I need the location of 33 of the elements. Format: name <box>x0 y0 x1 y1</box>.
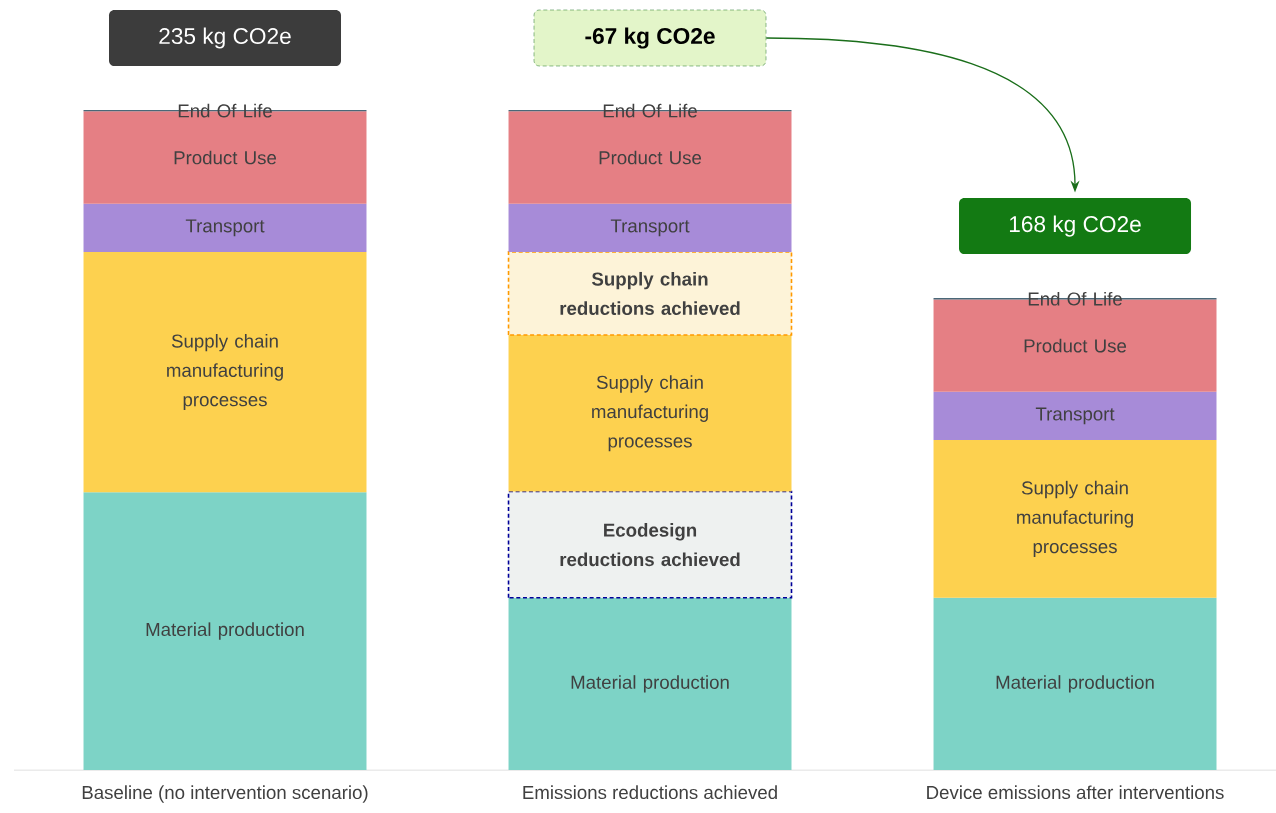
bar <box>507 490 793 599</box>
total-label: -67 kg CO2e <box>585 27 715 49</box>
series-label: Ecodesign reductions achieved <box>560 523 740 567</box>
text: Material production <box>571 675 729 693</box>
x-tick-label: Device emissions after interventions <box>927 785 1224 800</box>
bar <box>507 251 793 336</box>
x-tick-label: Emissions reductions achieved <box>523 785 777 800</box>
bar <box>933 597 1217 770</box>
text: End Of Life <box>178 103 272 118</box>
text: Supply chain manufacturing processes <box>1017 480 1133 557</box>
x-tick-label: Baseline (no intervention scenario) <box>82 785 368 803</box>
series-label: Material production <box>996 675 1154 693</box>
bar <box>83 251 367 493</box>
text: Material production <box>146 622 304 640</box>
text: Product Use <box>174 150 277 165</box>
series-label: Supply chain manufacturing processes <box>592 375 708 452</box>
text: Transport <box>185 219 265 237</box>
bar <box>933 391 1217 440</box>
text: End Of Life <box>603 103 697 118</box>
bar <box>83 203 367 252</box>
bar <box>508 203 792 252</box>
bar <box>83 492 367 770</box>
series-label: Product Use <box>1024 338 1127 353</box>
series-label: Supply chain reductions achieved <box>560 271 740 315</box>
total-label: 168 kg CO2e <box>1009 215 1141 237</box>
text: Product Use <box>599 150 702 165</box>
bar <box>508 335 792 492</box>
total-label: 235 kg CO2e <box>159 27 291 49</box>
series-label: Transport <box>1035 407 1115 425</box>
bar <box>508 597 792 770</box>
text: Transport <box>610 219 690 237</box>
bar <box>933 439 1217 598</box>
text: Supply chain manufacturing processes <box>167 333 283 411</box>
